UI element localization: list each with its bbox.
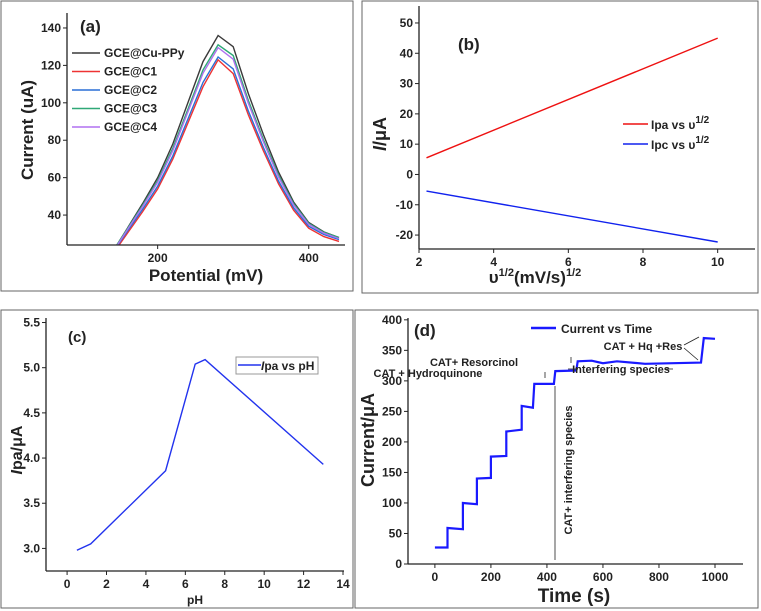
y-tick-label: 250: [382, 404, 402, 418]
panel-a-frame: [0, 0, 354, 292]
x-tick-label: 4: [143, 577, 150, 591]
legend-label: GCE@C1: [104, 65, 157, 79]
arrow-hqres-down: [683, 347, 699, 361]
series-line-gce-c1: [118, 58, 340, 245]
y-tick-label: -20: [396, 228, 414, 242]
series-line-ipa-vs-: [426, 37, 718, 159]
x-tick-label: 8: [221, 577, 228, 591]
legend-label: GCE@C3: [104, 102, 157, 116]
y-tick-label: 0: [406, 167, 413, 181]
x-tick-label: 12: [297, 577, 311, 591]
y-tick-label: 350: [382, 343, 402, 357]
y-tick-label: 120: [41, 58, 61, 72]
panel-d-label: (d): [414, 321, 436, 340]
legend-label: Current vs Time: [561, 322, 652, 336]
x-tick-label: 14: [336, 577, 350, 591]
x-tick-label: 8: [640, 255, 647, 269]
annotation-hq-res: CAT + Hq +Res: [604, 341, 683, 353]
annotation-arrows: [544, 336, 700, 560]
panel-c-xlabel: pH: [187, 593, 203, 607]
y-tick-label: 60: [48, 171, 62, 185]
y-tick-label: 5.5: [23, 316, 40, 330]
y-tick-label: 4.0: [23, 451, 40, 465]
y-tick-label: 150: [382, 465, 402, 479]
series-line-gce-c4: [116, 46, 340, 245]
x-tick-label: 800: [649, 570, 669, 584]
x-tick-label: 6: [565, 255, 572, 269]
legend-box: [235, 356, 319, 375]
legend-label: GCE@Cu-PPy: [104, 46, 185, 60]
legend-label: Ipc vs υ1/2: [651, 135, 710, 152]
y-tick-label: 80: [48, 133, 62, 147]
panel-d-ylabel: Current/μA: [358, 393, 378, 487]
panel-d: 0 200 400 600 800 1000 0 50 100 150 200 250 300 350 40…: [382, 313, 743, 584]
y-tick-label: 40: [48, 208, 62, 222]
x-tick-label: 10: [711, 255, 725, 269]
y-tick-label: 30: [400, 77, 414, 91]
x-tick-label: 600: [593, 570, 613, 584]
y-tick-label: -10: [396, 198, 414, 212]
panel-a: 200 400 40 60 80 100 120 140 GCE@Cu-PPy GCE@C1 GCE…: [41, 13, 345, 265]
legend-label: Ipa vs υ1/2: [651, 115, 710, 132]
y-tick-label: 300: [382, 374, 402, 388]
panel-c-frame: [0, 309, 354, 609]
x-tick-label: 0: [64, 577, 71, 591]
series-line-gce-c3: [115, 43, 340, 245]
y-tick-label: 10: [400, 137, 414, 151]
panel-c-label: (c): [68, 329, 86, 346]
panel-b-ylabel: I/μA: [370, 117, 390, 151]
y-tick-label: 100: [41, 96, 61, 110]
y-tick-label: 40: [400, 46, 414, 60]
panel-d-frame: [354, 309, 759, 609]
x-tick-label: 400: [299, 251, 319, 265]
series-line-current-vs-time: [434, 336, 716, 549]
panel-a-label: (a): [80, 17, 101, 36]
y-tick-label: 100: [382, 496, 402, 510]
y-tick-label: 4.5: [23, 406, 40, 420]
x-tick-label: 2: [103, 577, 110, 591]
x-tick-label: 400: [537, 570, 557, 584]
panel-d-xlabel: Time (s): [538, 586, 611, 607]
x-tick-label: 4: [490, 255, 497, 269]
x-tick-label: 1000: [702, 570, 729, 584]
annotation-hydroquinone: CAT + Hydroquinone: [374, 368, 483, 380]
panel-b: 2 4 6 8 10 -20 -10 0 10 20 30 40 50 Ipa vs υ1/2 Ipc vs…: [396, 6, 755, 269]
panel-c-ylabel: Ipa/μA: [9, 425, 26, 474]
y-tick-label: 50: [400, 16, 414, 30]
y-tick-label: 3.5: [23, 496, 40, 510]
annotation-interfering-species: Interfering species: [572, 364, 670, 376]
panel-b-label: (b): [458, 35, 480, 54]
panel-c: 0 2 4 6 8 10 12 14 3.0 3.5 4.0 4.5 5.0 5.5 Ipa vs pH: [23, 316, 350, 591]
annotation-resorcinol: CAT+ Resorcinol: [430, 357, 518, 369]
panel-a-ylabel: Current (uA): [18, 80, 37, 180]
x-tick-label: 6: [182, 577, 189, 591]
series-line-pa-vs-ph: [76, 358, 324, 551]
x-tick-label: 0: [432, 570, 439, 584]
y-tick-label: 50: [389, 526, 403, 540]
panel-b-xlabel: υ1/2(mV/s)1/2: [489, 267, 581, 287]
y-tick-label: 200: [382, 435, 402, 449]
x-tick-label: 10: [257, 577, 271, 591]
annotation-cat-interfering: CAT+ interfering species: [563, 405, 575, 534]
legend-label: GCE@C4: [104, 120, 157, 134]
arrow-hqres-up: [683, 336, 700, 346]
legend-label: GCE@C2: [104, 83, 157, 97]
series-line-gce-cu-ppy: [116, 34, 340, 245]
x-tick-label: 200: [481, 570, 501, 584]
y-tick-label: 0: [395, 557, 402, 571]
x-tick-label: 2: [416, 255, 423, 269]
series-line-gce-c2: [116, 55, 340, 245]
y-tick-label: 3.0: [23, 541, 40, 555]
series-line-ipc-vs-: [426, 190, 718, 243]
panel-a-xlabel: Potential (mV): [149, 266, 263, 285]
y-tick-label: 400: [382, 313, 402, 327]
y-tick-label: 5.0: [23, 361, 40, 375]
panel-b-frame: [361, 0, 759, 294]
y-tick-label: 140: [41, 21, 61, 35]
y-tick-label: 20: [400, 107, 414, 121]
legend-label: Ipa vs pH: [261, 359, 314, 373]
x-tick-label: 200: [148, 251, 168, 265]
